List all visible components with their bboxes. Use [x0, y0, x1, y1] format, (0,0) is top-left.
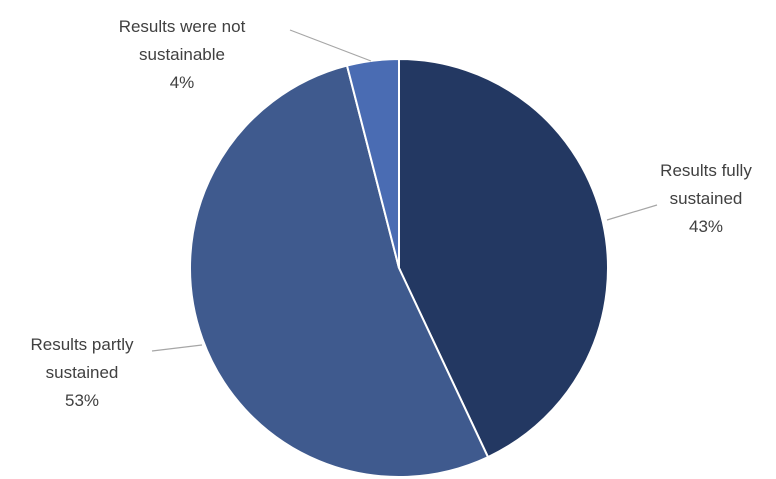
slice-label-line: Results partly: [31, 335, 134, 354]
slice-label-line: sustained: [46, 363, 119, 382]
slice-percent-label: 43%: [689, 217, 723, 236]
slice-labels: Results fully sustained 43% Results partly s…: [31, 17, 753, 410]
slice-percent-label: 53%: [65, 391, 99, 410]
pie-slice-results-partly-sustained: [188, 64, 490, 478]
slice-label-line: Results were not: [119, 17, 246, 36]
data-label-results-partly-sustained: Results partly sustained 53%: [31, 335, 134, 410]
leader-line-results-fully-sustained: [606, 204, 658, 221]
slice-label-line: Results fully: [660, 161, 752, 180]
slice-label-line: sustained: [670, 189, 743, 208]
leader-lines: [151, 29, 658, 352]
pie-slice-results-fully-sustained: [398, 57, 609, 459]
pie-slice-results-were-not-sustainable: [345, 57, 400, 269]
data-label-results-fully-sustained: Results fully sustained 43%: [660, 161, 752, 236]
pie-slices: [188, 57, 609, 478]
leader-line-results-were-not-sustainable: [289, 29, 372, 62]
leader-line-results-partly-sustained: [151, 344, 203, 352]
slice-percent-label: 4%: [170, 73, 195, 92]
slice-label-line: sustainable: [139, 45, 225, 64]
data-label-results-were-not-sustainable: Results were not sustainable 4%: [119, 17, 246, 92]
